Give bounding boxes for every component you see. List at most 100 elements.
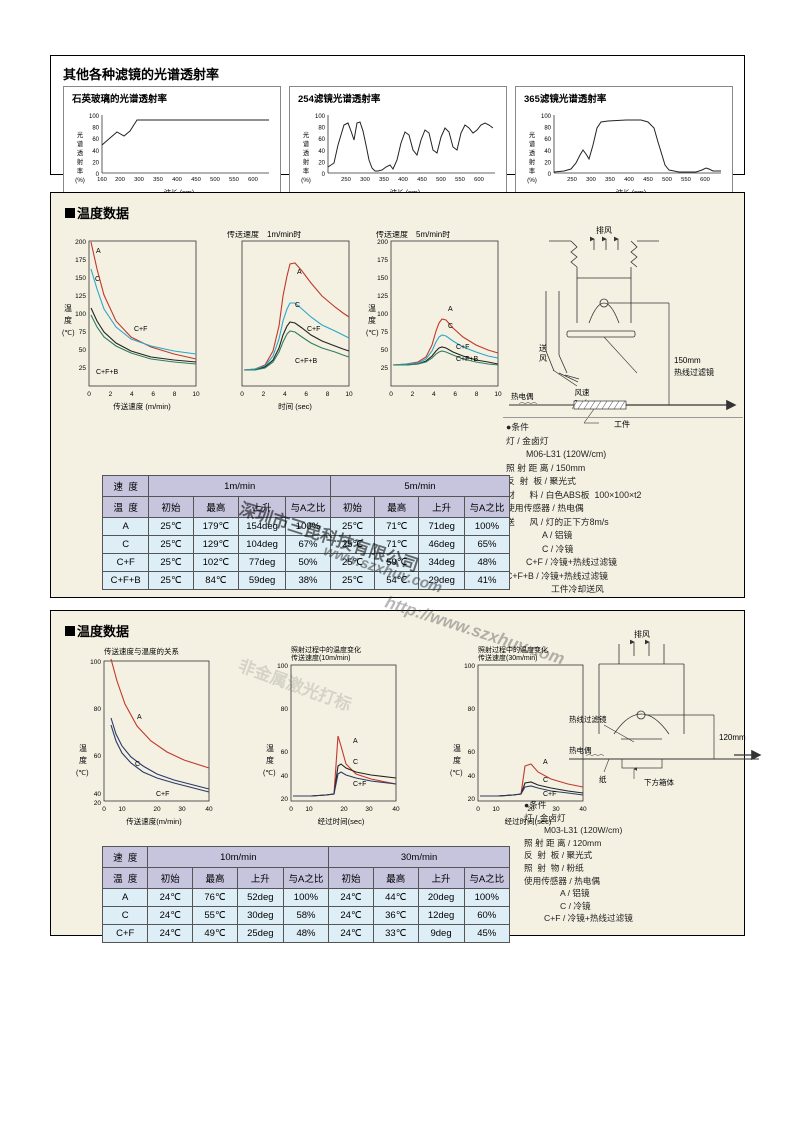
svg-text:(℃): (℃) (366, 330, 379, 337)
svg-text:100: 100 (277, 663, 288, 670)
svg-text:175: 175 (377, 257, 388, 264)
svg-text:C+F: C+F (353, 781, 366, 788)
svg-text:60: 60 (468, 749, 476, 756)
svg-text:30: 30 (365, 806, 373, 813)
svg-text:A: A (137, 714, 142, 721)
svg-text:风: 风 (539, 354, 547, 363)
svg-text:C+F: C+F (134, 326, 147, 333)
svg-text:60: 60 (92, 137, 99, 143)
svg-text:20: 20 (544, 160, 551, 166)
svg-text:2: 2 (411, 391, 415, 398)
svg-text:100: 100 (464, 663, 475, 670)
svg-text:10: 10 (118, 806, 126, 813)
svg-text:8: 8 (173, 391, 177, 398)
svg-text:300: 300 (134, 177, 144, 183)
svg-text:纸: 纸 (599, 774, 607, 784)
svg-text:传送速度(10m/min): 传送速度(10m/min) (291, 653, 351, 662)
svg-text:度: 度 (79, 755, 87, 765)
svg-text:500: 500 (210, 177, 220, 183)
svg-text:350: 350 (153, 177, 163, 183)
svg-text:350: 350 (605, 177, 615, 183)
svg-text:150mm: 150mm (674, 356, 701, 365)
svg-text:400: 400 (172, 177, 182, 183)
svg-text:传送速度 (m/min): 传送速度 (m/min) (113, 401, 171, 411)
svg-text:0: 0 (102, 806, 106, 813)
svg-text:200: 200 (377, 239, 388, 246)
svg-text:0: 0 (389, 391, 393, 398)
svg-text:125: 125 (377, 293, 388, 300)
svg-text:传送速度 1m/min时: 传送速度 1m/min时 (227, 231, 301, 239)
svg-text:75: 75 (381, 329, 389, 336)
svg-text:热线过滤镜: 热线过滤镜 (569, 714, 607, 724)
svg-text:率: 率 (529, 166, 535, 175)
svg-text:40: 40 (205, 806, 213, 813)
svg-text:100: 100 (315, 114, 326, 120)
svg-text:温: 温 (453, 744, 461, 753)
svg-text:度: 度 (453, 755, 461, 765)
svg-text:(%): (%) (301, 177, 311, 184)
svg-text:600: 600 (474, 177, 484, 183)
svg-text:80: 80 (92, 126, 99, 132)
svg-text:100: 100 (377, 311, 388, 318)
svg-text:550: 550 (455, 177, 465, 183)
svg-text:500: 500 (436, 177, 446, 183)
svg-text:80: 80 (468, 706, 476, 713)
svg-text:C+F: C+F (156, 791, 169, 798)
svg-text:光: 光 (77, 130, 84, 139)
svg-text:温: 温 (266, 744, 274, 753)
svg-text:20: 20 (94, 800, 102, 807)
svg-text:A: A (543, 759, 548, 766)
svg-text:传送速度 5m/min时: 传送速度 5m/min时 (376, 231, 450, 239)
svg-text:160: 160 (97, 177, 107, 183)
svg-text:度: 度 (64, 315, 72, 325)
svg-text:风速: 风速 (575, 388, 590, 397)
svg-text:10: 10 (494, 391, 502, 398)
svg-text:40: 40 (318, 149, 325, 155)
svg-text:6: 6 (304, 391, 308, 398)
svg-text:250: 250 (567, 177, 577, 183)
svg-text:100: 100 (89, 114, 100, 120)
svg-text:C: C (95, 276, 100, 283)
svg-text:C+F+B: C+F+B (96, 369, 119, 376)
svg-text:20: 20 (281, 796, 289, 803)
svg-text:下方箱体: 下方箱体 (644, 777, 674, 787)
svg-text:200: 200 (75, 239, 86, 246)
svg-text:10: 10 (305, 806, 313, 813)
svg-text:4: 4 (283, 391, 287, 398)
svg-text:25: 25 (79, 365, 87, 372)
svg-text:500: 500 (662, 177, 672, 183)
svg-text:时间 (sec): 时间 (sec) (278, 401, 312, 411)
svg-text:100: 100 (541, 114, 552, 120)
svg-text:4: 4 (432, 391, 436, 398)
svg-text:600: 600 (700, 177, 710, 183)
svg-text:450: 450 (417, 177, 427, 183)
svg-text:C+F+B: C+F+B (456, 356, 479, 363)
svg-text:温: 温 (64, 304, 72, 313)
svg-text:谱: 谱 (303, 139, 310, 148)
svg-text:(℃): (℃) (76, 770, 89, 777)
svg-text:0: 0 (322, 172, 326, 178)
svg-text:率: 率 (77, 166, 83, 175)
svg-text:25: 25 (381, 365, 389, 372)
svg-text:C: C (353, 759, 358, 766)
svg-text:6: 6 (151, 391, 155, 398)
svg-text:450: 450 (191, 177, 201, 183)
svg-text:250: 250 (341, 177, 351, 183)
svg-text:谱: 谱 (77, 139, 84, 148)
svg-text:光: 光 (303, 130, 310, 139)
svg-text:2: 2 (262, 391, 266, 398)
svg-text:照射过程中的温度变化: 照射过程中的温度变化 (478, 646, 548, 654)
svg-text:排风: 排风 (596, 225, 612, 235)
svg-text:照射过程中的温度变化: 照射过程中的温度变化 (291, 646, 361, 654)
svg-text:30: 30 (178, 806, 186, 813)
svg-text:100: 100 (75, 311, 86, 318)
svg-text:4: 4 (130, 391, 134, 398)
svg-text:率: 率 (303, 166, 309, 175)
svg-text:10: 10 (492, 806, 500, 813)
svg-text:8: 8 (326, 391, 330, 398)
svg-text:0: 0 (289, 806, 293, 813)
svg-text:A: A (96, 248, 101, 255)
svg-text:8: 8 (475, 391, 479, 398)
svg-text:550: 550 (681, 177, 691, 183)
svg-text:度: 度 (266, 755, 274, 765)
